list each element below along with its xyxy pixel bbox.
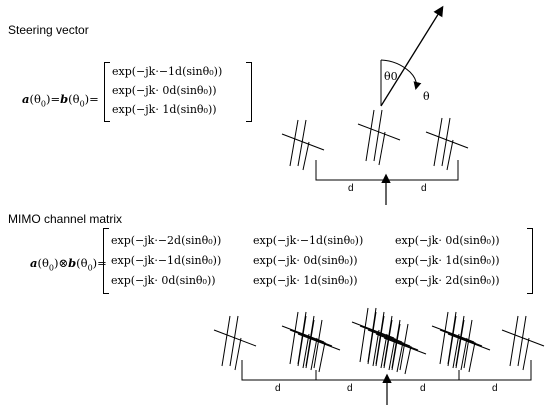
right-bracket (246, 62, 252, 122)
antenna-element (297, 319, 341, 373)
spacing-label: d (421, 183, 427, 194)
steering-vector-title: Steering vector (8, 23, 89, 37)
matrix-row: exp(−jk· 1d(sinθ₀)) (112, 103, 217, 116)
angle-arc (380, 59, 422, 90)
matrix-cell: exp(−jk· 0d(sinθ₀)) (253, 254, 358, 267)
spacing-label: d (275, 383, 281, 394)
matrix-cell: exp(−jk· 1d(sinθ₀)) (253, 274, 358, 287)
antenna-element (447, 319, 491, 373)
antenna-element (383, 323, 427, 375)
left-bracket (104, 62, 110, 122)
steering-vector-matrix: exp(−jk·−1d(sinθ₀)) exp(−jk· 0d(sinθ₀)) … (104, 62, 252, 122)
spacing-label: d (347, 383, 353, 394)
theta-label: θ (423, 90, 430, 103)
incident-wave-arrow (380, 5, 444, 107)
antenna-element (281, 311, 325, 369)
spacing-label: d (492, 383, 498, 394)
antenna-element (357, 109, 401, 166)
antenna-element (501, 315, 545, 371)
spacing-label: d (420, 383, 426, 394)
mimo-channel-matrix: exp(−jk·−2d(sinθ₀)) exp(−jk·−1d(sinθ₀)) … (103, 228, 533, 294)
right-bracket (527, 228, 533, 294)
mimo-channel-matrix-title: MIMO channel matrix (8, 212, 123, 226)
spacing-label: d (348, 183, 354, 194)
antenna-element (213, 315, 257, 371)
matrix-cell: exp(−jk· 2d(sinθ₀)) (395, 274, 500, 287)
antenna-element (431, 311, 475, 369)
matrix-cell: exp(−jk·−2d(sinθ₀)) (111, 234, 222, 247)
matrix-cell: exp(−jk· 0d(sinθ₀)) (395, 234, 500, 247)
array-baseline (315, 160, 459, 181)
matrix-cell: exp(−jk· 0d(sinθ₀)) (111, 274, 216, 287)
matrix-cell: exp(−jk·−1d(sinθ₀)) (253, 234, 364, 247)
matrix-row: exp(−jk·−1d(sinθ₀)) (112, 65, 223, 78)
antenna-element (281, 119, 325, 171)
matrix-row: exp(−jk· 0d(sinθ₀)) (112, 84, 217, 97)
steering-vector-lhs: a(θ0)=b(θ0)= (22, 92, 99, 109)
theta0-label: θ0 (384, 70, 398, 83)
matrix-cell: exp(−jk·−1d(sinθ₀)) (111, 254, 222, 267)
matrix-cell: exp(−jk· 1d(sinθ₀)) (395, 254, 500, 267)
left-bracket (103, 228, 109, 294)
antenna-element (425, 117, 469, 171)
